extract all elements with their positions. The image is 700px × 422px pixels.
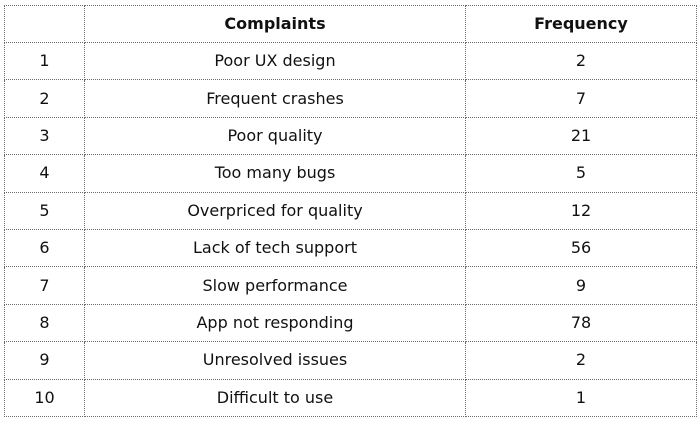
row-complaint: App not responding (84, 303, 466, 343)
row-index: 3 (4, 116, 85, 156)
table-row: 5 Overpriced for quality 12 (4, 191, 697, 230)
header-row: Complaints Frequency (4, 5, 697, 43)
row-index: 4 (4, 154, 85, 193)
row-frequency: 7 (465, 79, 697, 118)
complaints-table: Complaints Frequency 1 Poor UX design 2 … (4, 5, 697, 418)
row-complaint: Unresolved issues (84, 341, 466, 380)
table-row: 7 Slow performance 9 (4, 266, 697, 305)
table-row: 1 Poor UX design 2 (4, 41, 697, 81)
row-complaint: Slow performance (84, 266, 466, 305)
row-index: 9 (4, 341, 85, 380)
header-frequency: Frequency (465, 5, 697, 43)
row-index: 10 (4, 378, 85, 418)
table-row: 3 Poor quality 21 (4, 116, 697, 156)
row-frequency: 56 (465, 228, 697, 268)
row-index: 7 (4, 266, 85, 305)
row-complaint: Too many bugs (84, 154, 466, 193)
table-row: 10 Difficult to use 1 (4, 378, 697, 418)
row-frequency: 78 (465, 303, 697, 343)
row-index: 2 (4, 79, 85, 118)
row-complaint: Overpriced for quality (84, 191, 466, 230)
table-row: 9 Unresolved issues 2 (4, 341, 697, 380)
table-header: Complaints Frequency (4, 5, 697, 43)
header-index (4, 5, 85, 43)
complaints-table-container: Complaints Frequency 1 Poor UX design 2 … (4, 5, 697, 418)
row-index: 1 (4, 41, 85, 81)
row-frequency: 2 (465, 41, 697, 81)
row-index: 6 (4, 228, 85, 268)
row-complaint: Poor UX design (84, 41, 466, 81)
table-row: 4 Too many bugs 5 (4, 154, 697, 193)
row-index: 8 (4, 303, 85, 343)
row-frequency: 2 (465, 341, 697, 380)
row-frequency: 9 (465, 266, 697, 305)
row-complaint: Difficult to use (84, 378, 466, 418)
row-frequency: 5 (465, 154, 697, 193)
table-row: 8 App not responding 78 (4, 303, 697, 343)
row-complaint: Lack of tech support (84, 228, 466, 268)
row-complaint: Poor quality (84, 116, 466, 156)
table-row: 6 Lack of tech support 56 (4, 228, 697, 268)
row-complaint: Frequent crashes (84, 79, 466, 118)
row-frequency: 21 (465, 116, 697, 156)
table-row: 2 Frequent crashes 7 (4, 79, 697, 118)
header-complaints: Complaints (84, 5, 466, 43)
row-index: 5 (4, 191, 85, 230)
table-body: 1 Poor UX design 2 2 Frequent crashes 7 … (4, 41, 697, 418)
row-frequency: 12 (465, 191, 697, 230)
row-frequency: 1 (465, 378, 697, 418)
